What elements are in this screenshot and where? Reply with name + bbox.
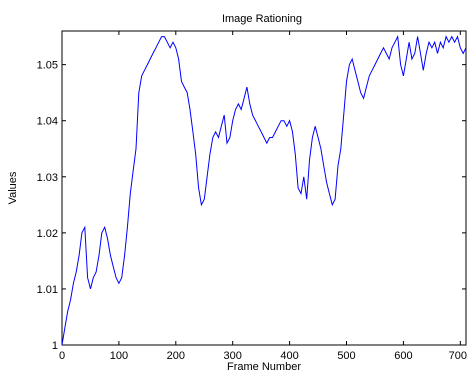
x-tick-label: 700 [449, 350, 467, 362]
x-tick-label: 300 [224, 350, 242, 362]
y-tick-label: 1.05 [37, 60, 58, 72]
y-tick-label: 1.01 [37, 284, 58, 296]
x-axis-label: Frame Number [227, 361, 301, 373]
y-tick-label: 1.04 [37, 116, 58, 128]
plot-area [61, 30, 467, 346]
x-tick-label: 600 [394, 350, 412, 362]
y-tick-label: 1.02 [37, 228, 58, 240]
y-tick-label: 1 [52, 340, 58, 352]
series-line [61, 34, 467, 346]
y-axis-label: Values [7, 171, 19, 204]
x-tick-label: 500 [337, 350, 355, 362]
chart-title: Image Rationing [222, 13, 302, 25]
x-tick-label: 200 [167, 350, 185, 362]
y-tick-label: 1.03 [37, 172, 58, 184]
x-tick-label: 400 [280, 350, 298, 362]
x-axis: 0 100 200 300 400 500 600 700 [59, 31, 467, 362]
x-tick-label: 0 [59, 350, 65, 362]
y-axis: 1 1.01 1.02 1.03 1.04 1.05 [37, 60, 466, 352]
x-tick-label: 100 [110, 350, 128, 362]
